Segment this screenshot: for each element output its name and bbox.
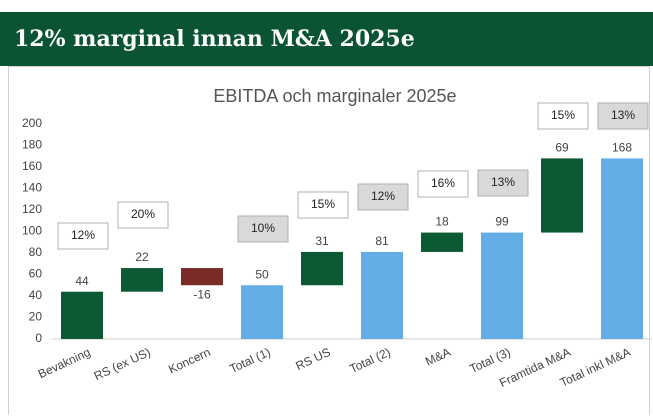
bar — [241, 285, 283, 339]
y-tick-label: 100 — [22, 224, 42, 238]
value-label: 99 — [495, 215, 509, 229]
x-tick-label: Bevakning — [36, 345, 93, 381]
bar — [481, 232, 523, 339]
y-tick-label: 200 — [22, 116, 42, 130]
y-tick-label: 0 — [35, 331, 42, 345]
y-tick-label: 120 — [22, 202, 42, 216]
y-tick-label: 60 — [29, 267, 43, 281]
y-tick-label: 80 — [29, 245, 43, 259]
value-label: 69 — [555, 141, 569, 155]
chart-frame — [8, 66, 650, 420]
chart-title: EBITDA och marginaler 2025e — [213, 86, 456, 106]
y-tick-label: 20 — [29, 310, 43, 324]
margin-label: 10% — [251, 221, 275, 235]
x-tick-label: RS (ex US) — [92, 345, 153, 383]
x-tick-label: RS US — [293, 345, 332, 373]
x-tick-label: Koncern — [166, 345, 212, 377]
value-label: -16 — [193, 287, 211, 301]
value-label: 18 — [435, 215, 449, 229]
value-label: 81 — [375, 234, 389, 248]
x-tick-label: Total (3) — [467, 345, 512, 376]
bar — [121, 268, 163, 292]
value-label: 22 — [135, 250, 149, 264]
margin-box — [597, 102, 649, 130]
margin-box — [537, 102, 589, 130]
margin-box — [117, 201, 169, 229]
margin-label: 20% — [131, 207, 155, 221]
margin-box — [417, 170, 469, 198]
margin-label: 12% — [371, 189, 395, 203]
value-label: 168 — [612, 141, 632, 155]
bar — [601, 158, 643, 339]
margin-box — [237, 215, 289, 243]
bar — [361, 251, 403, 339]
margin-label: 12% — [71, 228, 95, 242]
margin-label: 13% — [611, 108, 635, 122]
margin-label: 15% — [311, 197, 335, 211]
margin-label: 15% — [551, 108, 575, 122]
bar — [301, 251, 343, 286]
margin-box — [57, 222, 109, 250]
bar — [541, 158, 583, 233]
bar — [421, 232, 463, 252]
y-tick-label: 140 — [22, 181, 42, 195]
header-band — [0, 12, 653, 66]
header-title: 12% marginal innan M&A 2025e — [14, 26, 415, 52]
value-label: 44 — [75, 274, 89, 288]
margin-box — [357, 183, 409, 211]
x-tick-label: Total (1) — [227, 345, 272, 376]
bar — [61, 291, 103, 339]
margin-box — [477, 169, 529, 197]
value-label: 50 — [255, 267, 269, 281]
value-label: 31 — [315, 234, 329, 248]
margin-box — [297, 191, 349, 219]
y-tick-label: 40 — [29, 288, 43, 302]
margin-label: 13% — [491, 175, 515, 189]
y-tick-label: 160 — [22, 159, 42, 173]
x-tick-label: Total (2) — [347, 345, 392, 376]
bar — [181, 268, 223, 286]
margin-label: 16% — [431, 176, 455, 190]
x-tick-label: M&A — [423, 345, 452, 369]
y-tick-label: 180 — [22, 138, 42, 152]
